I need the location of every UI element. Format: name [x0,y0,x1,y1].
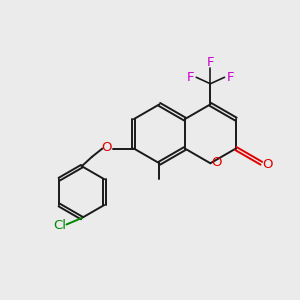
Text: F: F [226,71,234,84]
Text: O: O [101,141,112,154]
Text: O: O [262,158,273,171]
Text: F: F [207,56,214,69]
Text: F: F [187,71,194,84]
Text: O: O [212,156,222,169]
Text: Cl: Cl [53,219,67,232]
